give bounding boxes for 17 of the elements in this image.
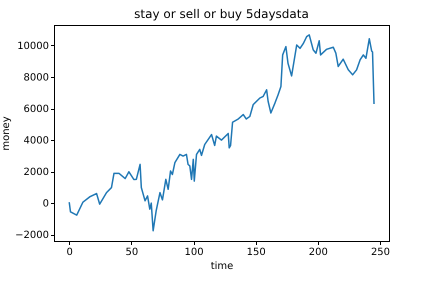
y-axis-title: money (1, 116, 12, 151)
x-tick-label: 50 (126, 247, 138, 258)
y-tick-label: 6000 (24, 104, 49, 116)
x-tick-label: 250 (370, 247, 390, 258)
x-tick-label: 200 (308, 247, 328, 258)
line-series (68, 34, 375, 232)
x-tick-label: 0 (66, 247, 73, 258)
y-tick-label: 10000 (17, 40, 49, 52)
x-axis-title: time (210, 261, 234, 272)
y-tick-label: 8000 (24, 72, 49, 84)
chart-title: stay or sell or buy 5daysdata (134, 7, 309, 21)
y-tick-label: −2000 (15, 230, 49, 242)
y-tick-label: 4000 (24, 136, 49, 147)
x-tick-label: 100 (184, 247, 204, 258)
y-tick-label: 2000 (24, 167, 49, 178)
y-tick-label: 0 (42, 198, 49, 210)
x-tick-label: 150 (246, 247, 266, 258)
